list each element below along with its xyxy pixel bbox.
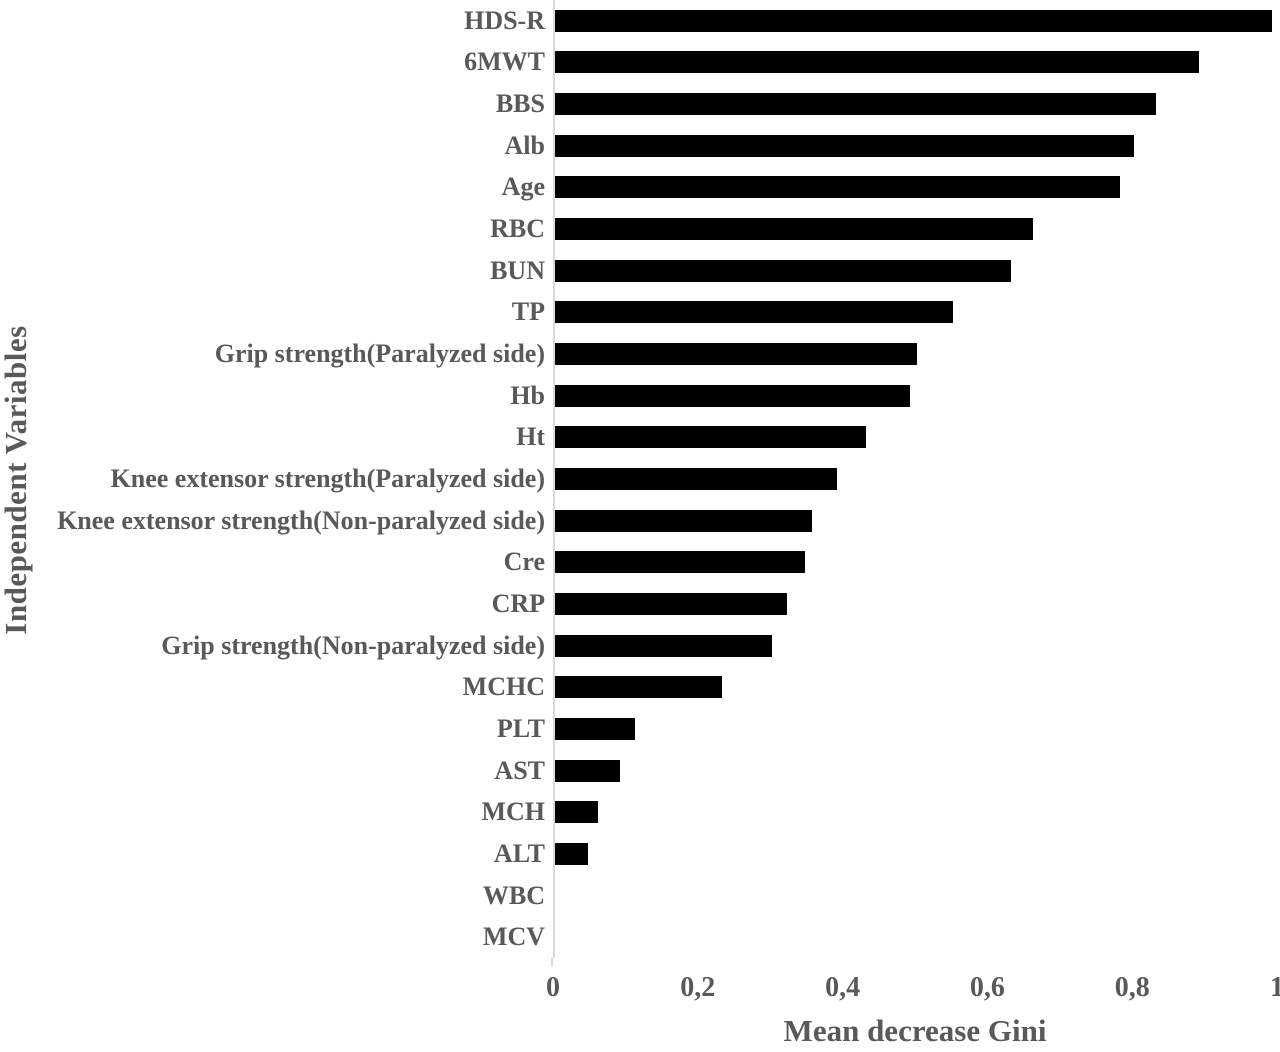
bar-row bbox=[555, 333, 1279, 375]
bar bbox=[555, 218, 1033, 241]
bar bbox=[555, 134, 1135, 157]
bar bbox=[555, 593, 787, 616]
bar-row bbox=[555, 375, 1279, 417]
bar bbox=[555, 343, 917, 366]
bar bbox=[555, 801, 599, 824]
category-label: Alb bbox=[504, 130, 545, 160]
x-tick-label: 0 bbox=[546, 972, 560, 1003]
category-label: ALT bbox=[493, 838, 545, 868]
bar-row bbox=[555, 125, 1279, 167]
category-label: WBC bbox=[482, 880, 545, 910]
x-tick-label: 1 bbox=[1270, 972, 1280, 1003]
bar bbox=[555, 676, 722, 699]
bar bbox=[555, 842, 588, 865]
bar-row bbox=[555, 625, 1279, 667]
bar bbox=[555, 509, 813, 532]
bar bbox=[555, 717, 635, 740]
bar-row bbox=[555, 583, 1279, 625]
bar-row bbox=[555, 417, 1279, 459]
category-label: Cre bbox=[503, 547, 545, 577]
category-label: BBS bbox=[495, 89, 545, 119]
bar bbox=[555, 301, 954, 324]
category-label: Grip strength(Paralyzed side) bbox=[214, 339, 545, 369]
category-label: RBC bbox=[490, 214, 545, 244]
bar-row bbox=[555, 250, 1279, 292]
bar-row bbox=[555, 167, 1279, 209]
bar-row bbox=[555, 458, 1279, 500]
bar-row bbox=[555, 500, 1279, 542]
bar-row bbox=[555, 292, 1279, 334]
category-label: CRP bbox=[491, 589, 545, 619]
category-labels-column: HDS-R 6MWT BBS Alb Age RBC BUN TP Grip strength(… bbox=[0, 0, 545, 958]
bar-row bbox=[555, 0, 1279, 42]
bar-row bbox=[555, 42, 1279, 84]
bar-row bbox=[555, 750, 1279, 792]
bar bbox=[555, 551, 805, 574]
x-tick-label: 0,6 bbox=[969, 972, 1005, 1003]
category-label: Hb bbox=[510, 380, 545, 410]
bar-row bbox=[555, 542, 1279, 584]
bar bbox=[555, 468, 838, 491]
bar bbox=[555, 759, 621, 782]
x-axis-title: Mean decrease Gini bbox=[783, 1013, 1047, 1048]
bar bbox=[555, 259, 1012, 282]
category-label: Knee extensor strength(Paralyzed side) bbox=[110, 464, 545, 494]
bar-row bbox=[555, 916, 1279, 958]
bar-row bbox=[555, 708, 1279, 750]
bar-row bbox=[555, 791, 1279, 833]
bar bbox=[555, 426, 867, 449]
category-label: Ht bbox=[516, 422, 545, 452]
category-label: BUN bbox=[490, 255, 545, 285]
bar bbox=[555, 176, 1120, 199]
x-tick-label: 0,8 bbox=[1114, 972, 1150, 1003]
category-label: Knee extensor strength(Non-paralyzed sid… bbox=[57, 505, 545, 535]
bar-row bbox=[555, 208, 1279, 250]
category-label: 6MWT bbox=[464, 47, 545, 77]
category-label: MCH bbox=[481, 797, 545, 827]
x-tick-label: 0,4 bbox=[825, 972, 861, 1003]
bar bbox=[555, 634, 773, 657]
bar bbox=[555, 384, 910, 407]
zero-tick-mark bbox=[551, 958, 553, 967]
bar-row bbox=[555, 83, 1279, 125]
category-label: MCHC bbox=[462, 672, 545, 702]
category-label: HDS-R bbox=[464, 5, 545, 35]
bar-row bbox=[555, 667, 1279, 709]
bar bbox=[555, 93, 1156, 116]
bar bbox=[555, 51, 1200, 74]
category-label: PLT bbox=[496, 713, 545, 743]
category-label: MCV bbox=[482, 922, 545, 952]
bar-row bbox=[555, 875, 1279, 917]
bar bbox=[555, 9, 1272, 32]
category-label: TP bbox=[511, 297, 545, 327]
category-label: Age bbox=[501, 172, 545, 202]
category-label: Grip strength(Non-paralyzed side) bbox=[161, 630, 545, 660]
bar-row bbox=[555, 833, 1279, 875]
x-axis-ticks: 0 0,2 0,4 0,6 0,8 1 bbox=[546, 972, 1280, 1006]
plot-area bbox=[553, 0, 1279, 958]
category-label: AST bbox=[494, 755, 545, 785]
x-tick-label: 0,2 bbox=[680, 972, 716, 1003]
